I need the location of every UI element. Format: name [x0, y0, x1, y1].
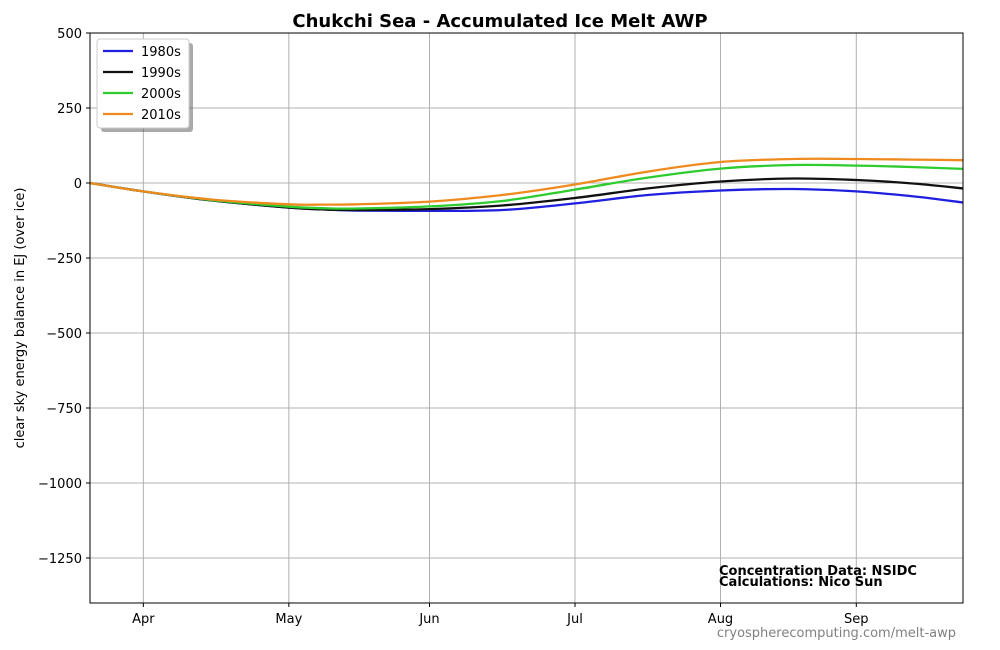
grid-lines: [90, 32, 963, 603]
y-tick-label: −500: [46, 327, 82, 342]
legend-items: 1980s 1990s 2000s 2010s: [103, 45, 181, 123]
y-tick-label: −1250: [38, 552, 82, 567]
chart-title: Chukchi Sea - Accumulated Ice Melt AWP: [292, 11, 707, 32]
plot-frame: [89, 32, 964, 604]
legend-label-2000s: 2000s: [141, 87, 181, 102]
legend-label-2010s: 2010s: [141, 108, 181, 123]
x-tick-label: Jul: [566, 612, 583, 627]
y-tick-label: 500: [57, 27, 82, 42]
series-lines: [89, 157, 964, 213]
calculations-note: Calculations: Nico Sun: [719, 575, 883, 590]
y-tick-label: 250: [57, 102, 82, 117]
x-tick-label: Apr: [132, 612, 155, 627]
x-tick-label: Aug: [708, 612, 733, 627]
y-tick-label: 0: [74, 177, 82, 192]
y-axis-label: clear sky energy balance in EJ (over ice…: [13, 188, 28, 449]
legend: 1980s 1990s 2000s 2010s: [96, 38, 193, 132]
x-tick-label: Jun: [418, 612, 439, 627]
concentration-note: Concentration Data: NSIDC: [719, 564, 917, 579]
y-tick-label: −1000: [38, 477, 82, 492]
legend-box: [96, 38, 190, 129]
x-tick-label: May: [275, 612, 302, 627]
legend-label-1990s: 1990s: [141, 66, 181, 81]
y-tick-label: −750: [46, 402, 82, 417]
y-tick-label: −250: [46, 252, 82, 267]
axis-ticks: Apr May Jun Jul Aug Sep 500 250 0 −250 −500 −750 −10…: [38, 27, 869, 627]
source-url: cryospherecomputing.com/melt-awp: [717, 626, 956, 641]
series-line-2010s: [89, 157, 964, 206]
x-tick-label: Sep: [844, 612, 869, 627]
legend-label-1980s: 1980s: [141, 45, 181, 60]
